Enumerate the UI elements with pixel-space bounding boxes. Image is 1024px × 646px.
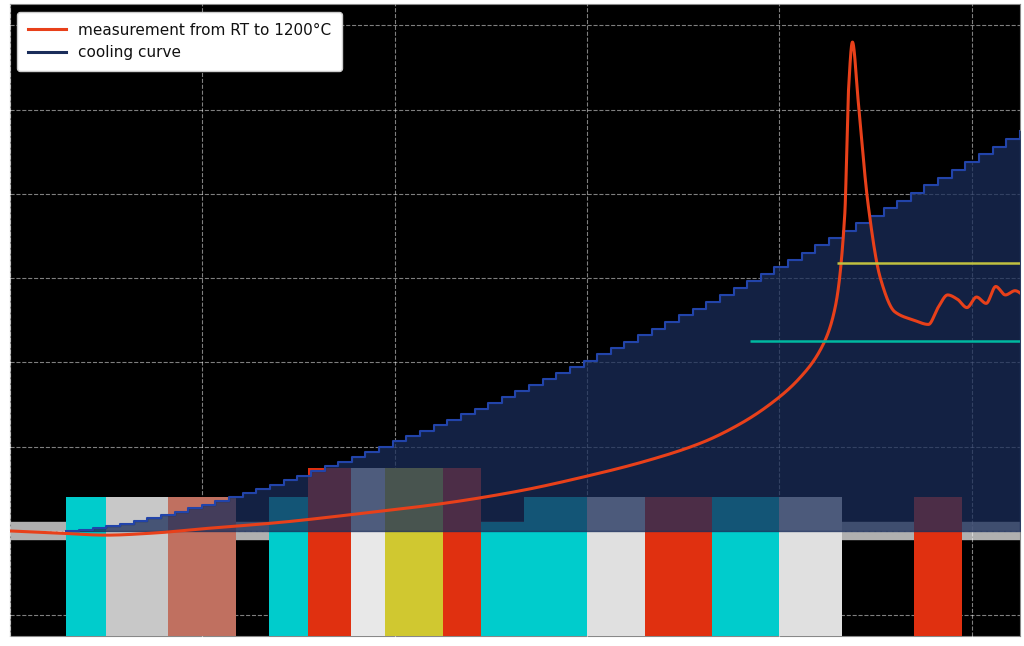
Bar [712, 497, 779, 636]
Legend: measurement from RT to 1200°C, cooling curve: measurement from RT to 1200°C, cooling c… [17, 12, 342, 71]
Bar [524, 497, 587, 636]
Bar [105, 497, 169, 636]
Bar [442, 468, 481, 636]
Bar [779, 497, 842, 636]
Bar [66, 497, 105, 636]
Bar [351, 468, 385, 636]
Bar [481, 523, 524, 636]
Bar [308, 468, 351, 636]
Bar [9, 523, 1020, 539]
Bar [169, 497, 236, 636]
Bar [645, 497, 712, 636]
Bar [914, 497, 963, 636]
Bar [587, 497, 645, 636]
Bar [385, 468, 442, 636]
Bar [269, 497, 308, 636]
